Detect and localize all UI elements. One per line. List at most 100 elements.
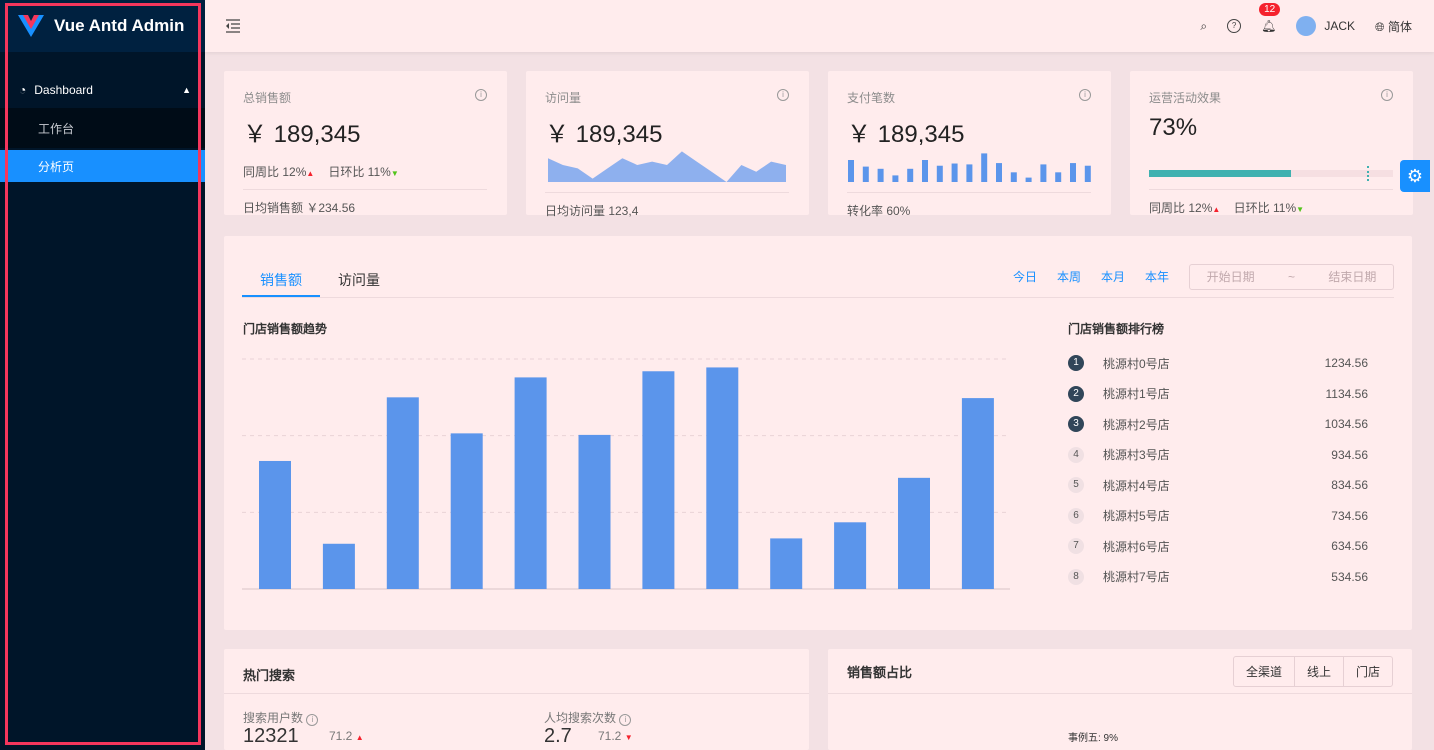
info-icon[interactable]: i xyxy=(475,89,487,101)
mini-bar xyxy=(907,168,914,182)
start-date[interactable]: 开始日期 xyxy=(1206,270,1255,284)
seg-online[interactable]: 线上 xyxy=(1295,656,1344,686)
end-date[interactable]: 结束日期 xyxy=(1328,270,1377,284)
store-name: 桃源村7号店 xyxy=(1103,570,1170,585)
menu-item-analysis[interactable]: 分析页 xyxy=(0,150,205,182)
settings-button[interactable]: ⚙ xyxy=(1400,160,1430,192)
seg-all[interactable]: 全渠道 xyxy=(1234,656,1295,686)
rank-item: 4 桃源村3号店 934.56 xyxy=(1068,440,1368,471)
store-amount: 834.56 xyxy=(1331,478,1368,493)
stat-footer: 日均访问量 123,4 xyxy=(545,192,789,219)
visits-area-chart xyxy=(548,151,786,182)
avatar xyxy=(1296,16,1317,36)
wow-value: 12% xyxy=(282,165,307,179)
info-icon[interactable]: i xyxy=(306,714,319,726)
bar xyxy=(322,543,355,589)
stat-card-operations: 运营活动效果 i 73% 同周比 12%▲ 日环比 11%▼ xyxy=(1130,71,1413,215)
app-title: Vue Antd Admin xyxy=(54,16,185,35)
dod-value: 11% xyxy=(367,165,391,179)
stat-card-payments: 支付笔数 i ￥ 189,345 转化率 60% xyxy=(828,71,1111,218)
chart-title: 门店销售额趋势 xyxy=(243,322,328,336)
rank-number: 4 xyxy=(1068,446,1084,463)
stat-footer: 日均销售额 ￥234.56 xyxy=(243,189,487,216)
wow-label: 同周比 xyxy=(243,165,280,179)
mini-bar xyxy=(981,153,988,182)
stat-title: 访问量 xyxy=(545,91,582,105)
channel-switch: 全渠道 线上 门店 xyxy=(1232,655,1393,687)
logo[interactable]: Vue Antd Admin xyxy=(0,0,205,52)
per-value: 2.7 xyxy=(544,725,572,747)
notification-button[interactable]: 🔔︎ 12 xyxy=(1259,3,1281,33)
rank-item: 2 桃源村1号店 1134.56 xyxy=(1068,379,1368,410)
dod-label: 日环比 xyxy=(1233,201,1270,215)
store-amount: 1134.56 xyxy=(1325,386,1369,401)
language-selector[interactable]: 🌐︎ 简体 xyxy=(1375,18,1412,35)
notification-badge: 12 xyxy=(1259,3,1281,16)
rank-number: 6 xyxy=(1068,507,1084,524)
range-week[interactable]: 本周 xyxy=(1056,270,1081,284)
bar xyxy=(706,367,739,589)
store-amount: 1234.56 xyxy=(1324,356,1368,371)
mini-bar xyxy=(951,163,958,182)
header: ⌕ ? 🔔︎ 12 JACK 🌐︎ 简体 xyxy=(205,0,1434,52)
caret-down-icon: ▼ xyxy=(390,169,399,178)
info-icon[interactable]: i xyxy=(1079,89,1091,101)
per-rate: 71.2 xyxy=(598,729,622,743)
mini-bar xyxy=(996,163,1002,182)
menu-fold-icon[interactable] xyxy=(225,19,241,33)
mini-bar xyxy=(936,165,943,182)
sales-card: 销售额 访问量 今日 本周 本月 本年 开始日期 ~ 结束日期 门店销售额趋势 门店… xyxy=(224,236,1412,630)
range-year[interactable]: 本年 xyxy=(1144,270,1169,284)
stat-value: ￥ 189,345 xyxy=(545,121,663,148)
sales-trend-chart xyxy=(242,358,1010,590)
stat-value: 73% xyxy=(1149,114,1198,141)
bar xyxy=(450,433,483,589)
rank-title: 门店销售额排行榜 xyxy=(1068,322,1165,336)
menu-dashboard[interactable]: ◔ Dashboard ▲ xyxy=(0,72,205,108)
payments-bar-chart xyxy=(848,153,1091,182)
stat-card-total-sales: 总销售额 i ￥ 189,345 同周比 12%▲ 日环比 11%▼ 日均销售额 ￥… xyxy=(224,71,507,215)
range-today[interactable]: 今日 xyxy=(1012,270,1037,284)
mini-bar xyxy=(966,164,973,182)
range-month[interactable]: 本月 xyxy=(1100,270,1125,284)
users-value: 12321 xyxy=(243,725,299,747)
store-amount: 534.56 xyxy=(1331,569,1368,584)
info-icon[interactable]: i xyxy=(777,89,789,101)
info-icon[interactable]: i xyxy=(619,714,632,726)
dashboard-icon: ◔ xyxy=(19,83,27,97)
chevron-up-icon: ▲ xyxy=(182,85,191,95)
store-name: 桃源村4号店 xyxy=(1103,478,1170,493)
date-range-picker[interactable]: 开始日期 ~ 结束日期 xyxy=(1189,263,1394,290)
rank-item: 1 桃源村0号店 1234.56 xyxy=(1068,348,1368,379)
hot-search-title: 热门搜索 xyxy=(224,649,809,694)
bar xyxy=(834,522,867,589)
seg-store[interactable]: 门店 xyxy=(1355,664,1380,679)
rank-number: 2 xyxy=(1068,385,1084,402)
rank-item: 5 桃源村4号店 834.56 xyxy=(1068,470,1368,501)
info-icon[interactable]: i xyxy=(1381,89,1393,101)
share-title: 销售额占比 xyxy=(847,664,913,680)
rank-item: 3 桃源村2号店 1034.56 xyxy=(1068,409,1368,440)
store-name: 桃源村6号店 xyxy=(1103,539,1170,554)
bar xyxy=(898,477,930,589)
caret-up-icon: ▲ xyxy=(355,733,364,742)
hot-search-card: 热门搜索 搜索用户数 i 12321 71.2 ▲ 人均搜索次数 i 2.7 7… xyxy=(224,649,809,750)
stat-card-visits: 访问量 i ￥ 189,345 日均访问量 123,4 xyxy=(526,71,809,218)
rank-item: 6 桃源村5号店 734.56 xyxy=(1068,501,1368,532)
user-menu[interactable]: JACK xyxy=(1296,16,1355,36)
search-icon[interactable]: ⌕ xyxy=(1200,18,1208,33)
caret-up-icon: ▲ xyxy=(1212,205,1221,214)
store-name: 桃源村3号店 xyxy=(1103,448,1170,463)
sales-share-card: 销售额占比 全渠道 线上 门店 事例五: 9% xyxy=(828,649,1412,750)
menu-dashboard-label: Dashboard xyxy=(34,83,93,97)
menu-item-workbench[interactable]: 工作台 xyxy=(0,108,205,148)
tab-sales[interactable]: 销售额 xyxy=(242,256,320,297)
date-separator: ~ xyxy=(1287,269,1295,284)
help-icon[interactable]: ? xyxy=(1227,19,1242,33)
globe-icon: 🌐︎ xyxy=(1375,19,1385,34)
stat-footer: 转化率 60% xyxy=(847,192,1091,219)
caret-down-icon: ▼ xyxy=(1296,205,1305,214)
caret-down-icon: ▼ xyxy=(624,733,633,742)
mini-bar xyxy=(848,160,854,182)
tab-visits[interactable]: 访问量 xyxy=(338,272,380,288)
